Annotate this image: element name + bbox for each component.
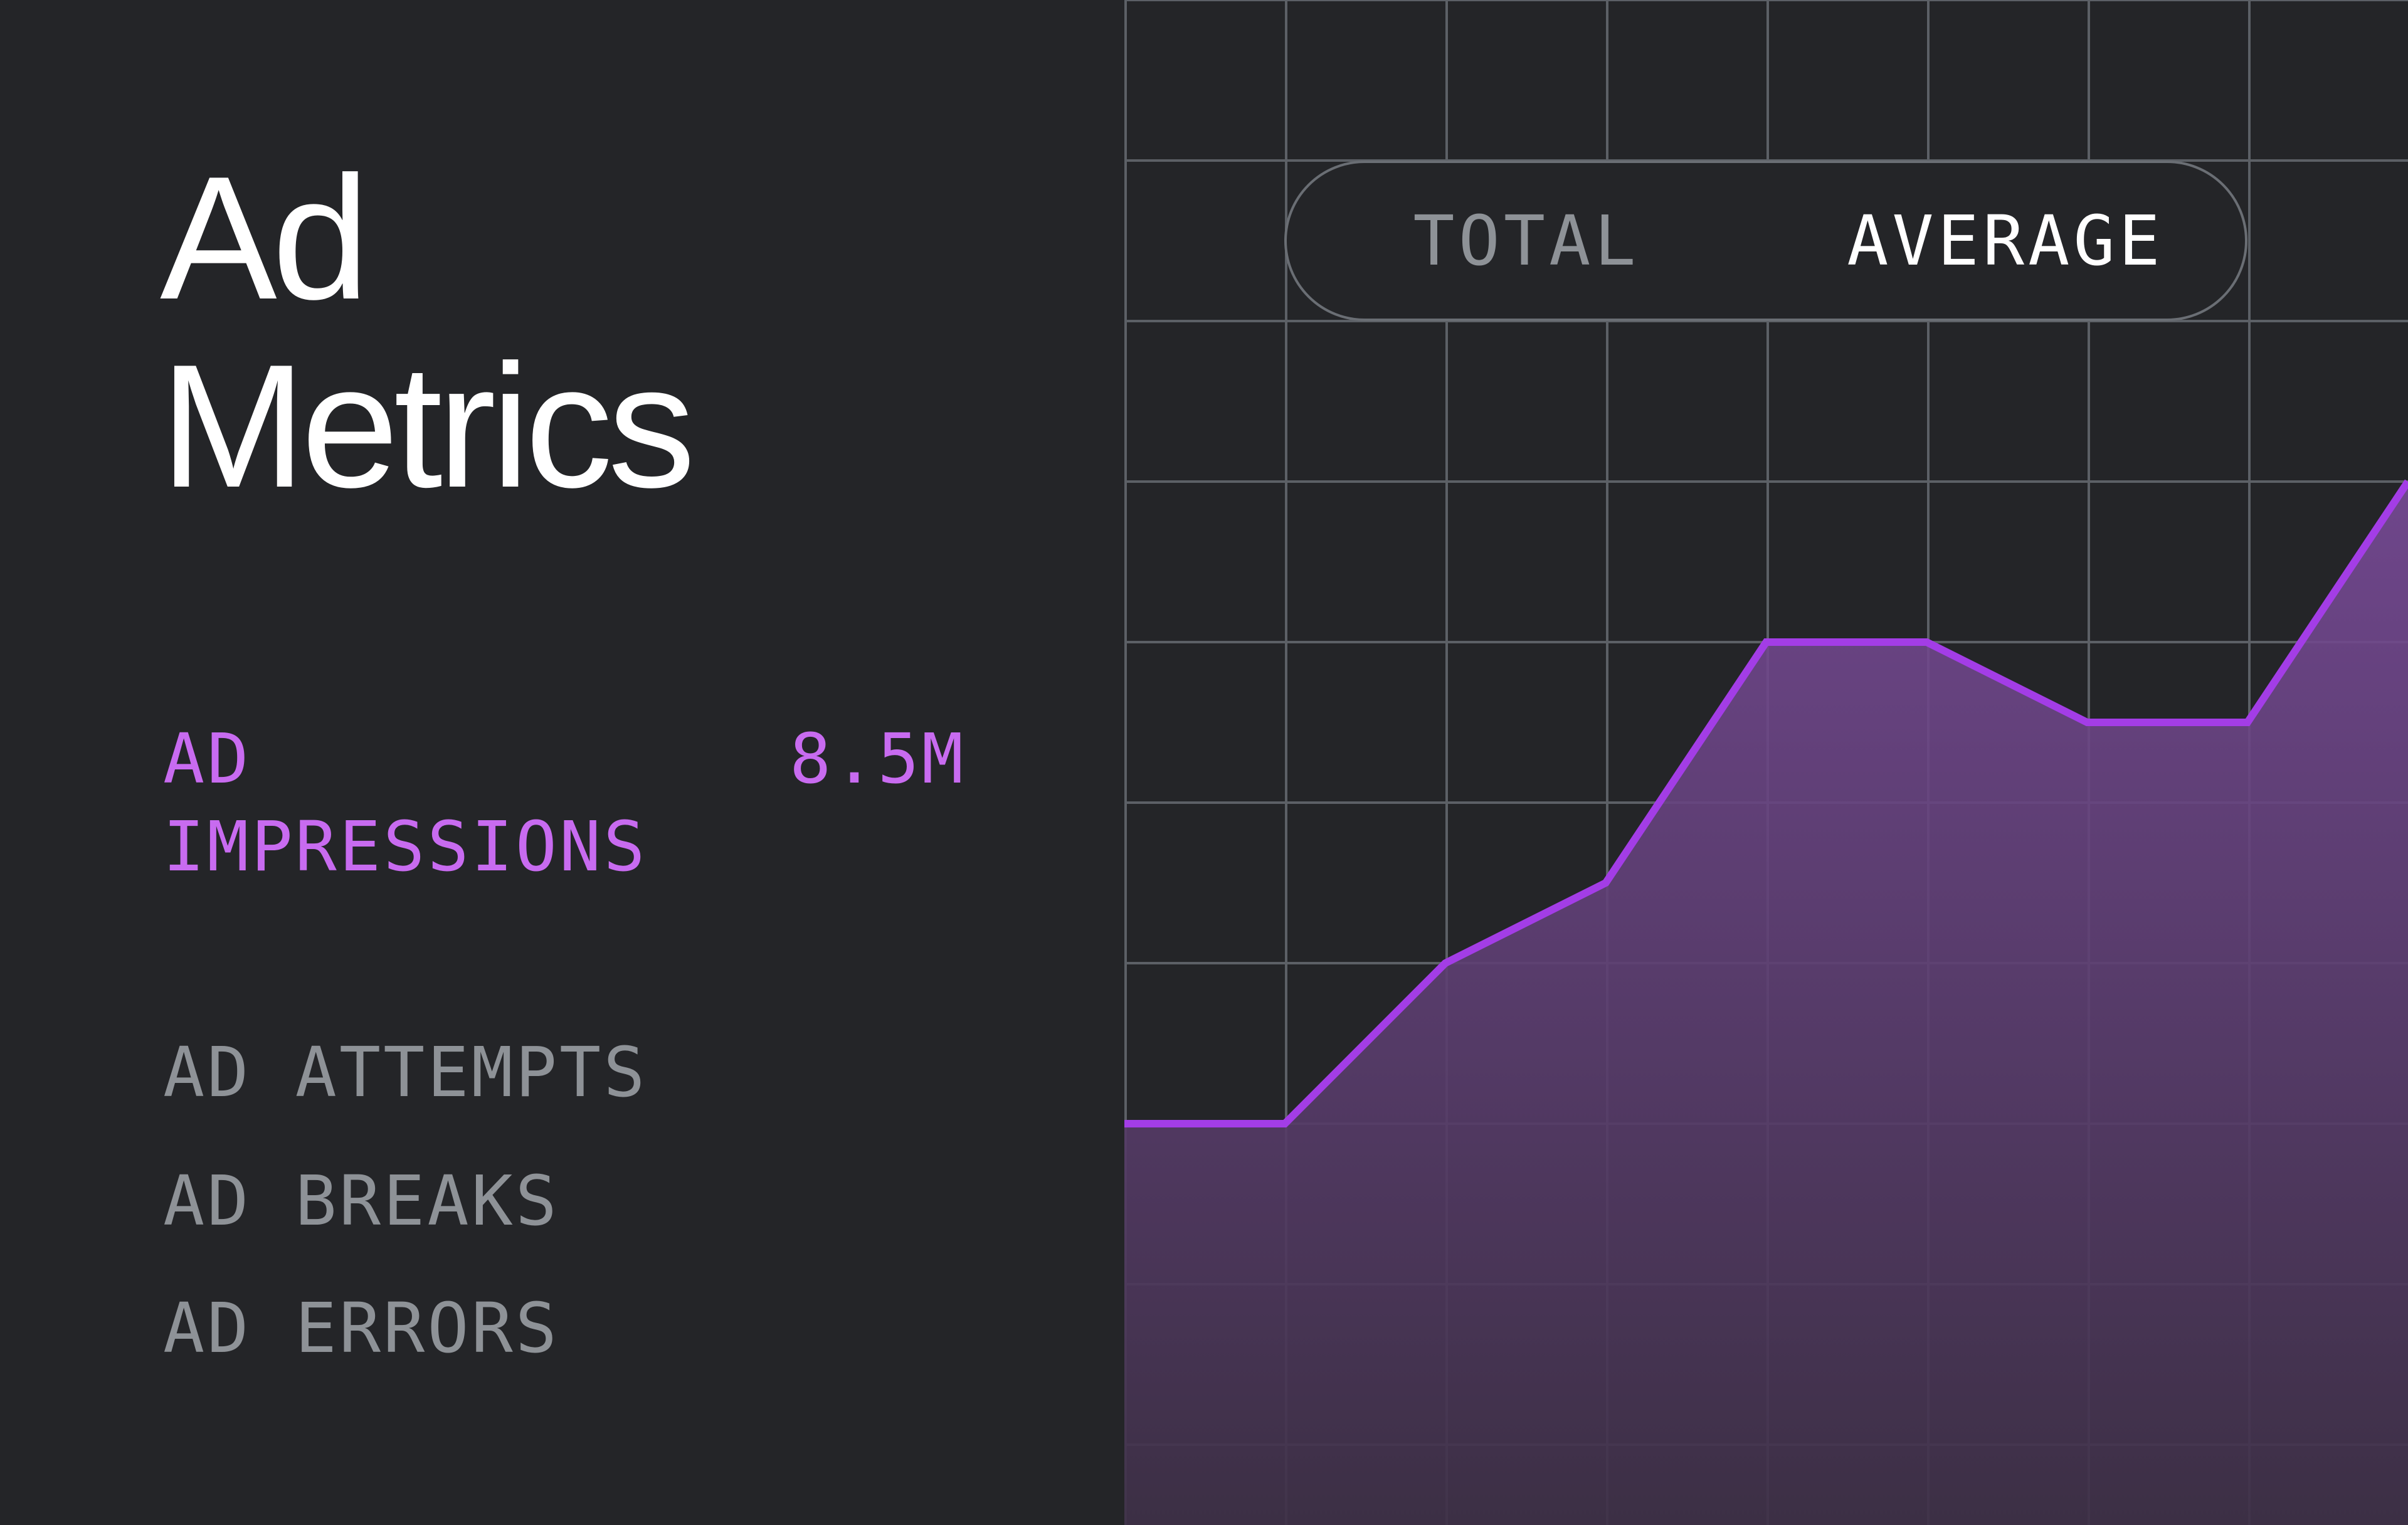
toggle-option-total[interactable]: TOTAL	[1413, 201, 1640, 281]
metric-ad-errors[interactable]: AD ERRORS	[163, 1284, 727, 1372]
metrics-sidebar: Ad Metrics AD IMPRESSIONS 8.5M AD ATTEMP…	[0, 0, 1124, 1525]
metric-label: AD ATTEMPTS	[163, 1032, 648, 1112]
toggle-option-average[interactable]: AVERAGE	[1847, 201, 2164, 281]
metric-label: AD ERRORS	[163, 1288, 560, 1368]
metric-ad-impressions[interactable]: AD IMPRESSIONS 8.5M	[163, 715, 966, 890]
metric-label: AD BREAKS	[163, 1161, 560, 1241]
series-area	[1124, 482, 2408, 1525]
metric-label: AD IMPRESSIONS	[163, 719, 648, 887]
total-average-toggle: TOTAL AVERAGE	[1284, 161, 2247, 321]
metric-ad-breaks[interactable]: AD BREAKS	[163, 1157, 727, 1245]
page-title: Ad Metrics	[160, 140, 695, 524]
page-title-line-2: Metrics	[160, 329, 695, 524]
metric-value: 8.5M	[789, 719, 966, 799]
metric-ad-attempts[interactable]: AD ATTEMPTS	[163, 1028, 727, 1116]
page-title-line-1: Ad	[160, 140, 369, 336]
series-line	[1124, 479, 2408, 1127]
